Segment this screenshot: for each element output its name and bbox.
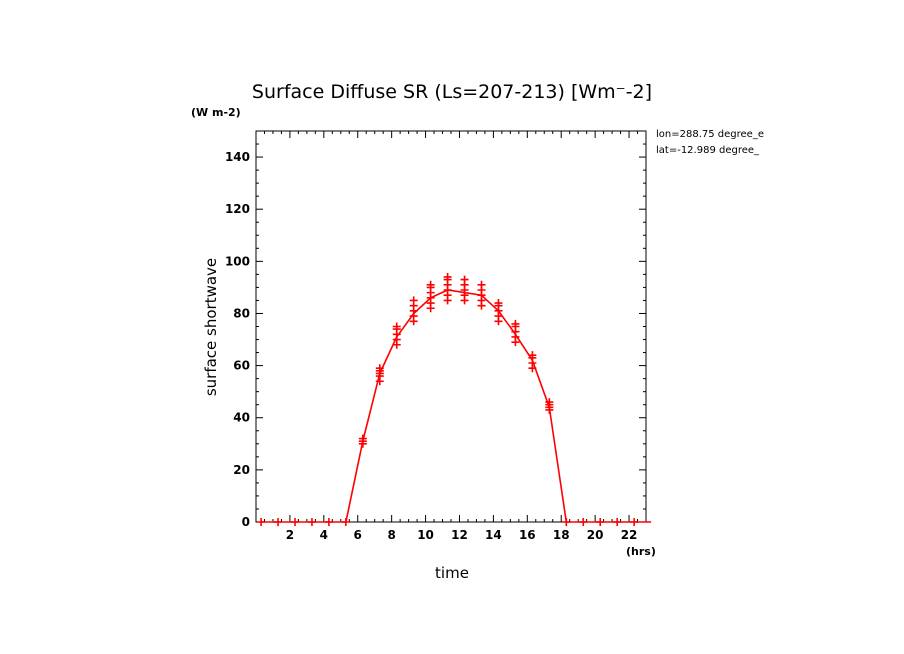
plot-area: 2 4 6 8 10 12 14 16 18 20 22 0 20 40 60 80 100 120 140 [225, 130, 652, 542]
sample-marker [528, 351, 537, 360]
y-tick-label: 100 [225, 254, 250, 268]
y-tick-label: 60 [233, 359, 250, 373]
y-axis-label: surface shortwave [202, 258, 220, 396]
sample-marker [341, 518, 350, 526]
sample-marker [307, 518, 316, 526]
x-tick-label: 10 [417, 528, 434, 542]
x-axis-units: (hrs) [626, 545, 656, 558]
sample-marker [596, 518, 605, 526]
sample-marker [375, 364, 384, 373]
sample-marker [579, 518, 588, 526]
annotation-lat: lat=-12.989 degree_ [656, 145, 760, 156]
sample-marker [460, 275, 469, 284]
sample-marker [443, 272, 452, 281]
sample-marker [511, 319, 520, 328]
y-tick-label: 40 [233, 411, 250, 425]
sample-marker [630, 518, 639, 526]
sample-marker [545, 398, 554, 407]
sample-marker [613, 518, 622, 526]
x-tick-label: 18 [553, 528, 570, 542]
y-tick-label: 140 [225, 150, 250, 164]
x-tick-label: 4 [320, 528, 328, 542]
y-tick-label: 20 [233, 463, 250, 477]
sample-marker [324, 518, 333, 526]
y-tick-label: 120 [225, 202, 250, 216]
sample-marker [358, 434, 367, 443]
y-axis-units: (W m-2) [191, 106, 241, 119]
x-tick-label: 20 [587, 528, 604, 542]
sample-marker [494, 299, 503, 308]
sample-marker [426, 280, 435, 289]
x-tick-label: 2 [286, 528, 294, 542]
sample-marker [291, 518, 299, 526]
series-line [261, 289, 652, 523]
sample-marker [392, 322, 401, 331]
x-tick-label: 6 [354, 528, 362, 542]
sample-marker [477, 280, 486, 289]
x-tick-label: 16 [519, 528, 536, 542]
sample-marker [257, 518, 266, 526]
x-tick-label: 8 [387, 528, 395, 542]
sample-marker [562, 518, 571, 526]
sample-marker [274, 518, 283, 526]
x-tick-label: 12 [451, 528, 468, 542]
x-axis-label: time [435, 564, 469, 582]
y-tick-label: 0 [242, 515, 250, 529]
annotation-lon: lon=288.75 degree_e [656, 129, 764, 140]
x-tick-label: 14 [485, 528, 502, 542]
plot-frame [255, 130, 647, 523]
y-tick-label: 80 [233, 306, 250, 320]
x-tick-label: 22 [621, 528, 638, 542]
chart-title: Surface Diffuse SR (Ls=207-213) [Wm⁻-2] [252, 81, 652, 103]
sample-marker [409, 296, 418, 305]
